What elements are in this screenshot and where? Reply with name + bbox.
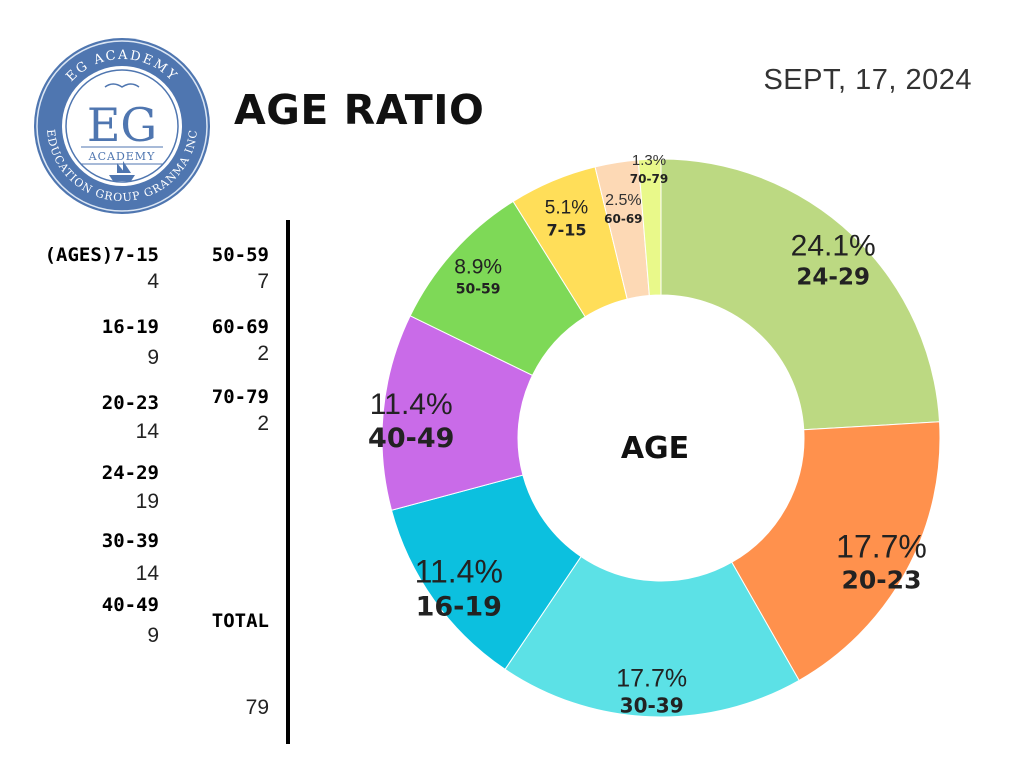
slice-category-label: 16-19 — [416, 591, 502, 622]
table-value: 9 — [147, 346, 159, 369]
slice-percent-label: 2.5% — [605, 192, 641, 209]
donut-slice-24-29 — [660, 158, 941, 431]
slice-category-label: 60-69 — [604, 212, 642, 226]
table-label: 40-49 — [101, 594, 159, 616]
table-label: 50-59 — [211, 244, 269, 266]
slice-percent-label: 1.3% — [632, 152, 666, 169]
table-label: 70-79 — [211, 386, 269, 408]
logo-subtitle: ACADEMY — [88, 150, 156, 163]
table-value: 4 — [147, 270, 159, 293]
table-label: (AGES)7-15 — [44, 244, 159, 266]
table-value: 14 — [135, 562, 159, 585]
slice-percent-label: 11.4% — [415, 553, 503, 589]
table-value: 2 — [257, 412, 269, 435]
slice-category-label: 30-39 — [620, 693, 684, 717]
slice-category-label: 70-79 — [630, 172, 668, 186]
table-divider — [286, 220, 290, 744]
slice-category-label: 40-49 — [368, 423, 454, 454]
slice-category-label: 50-59 — [456, 281, 501, 297]
slice-category-label: 24-29 — [796, 264, 870, 290]
donut-slice-70-79 — [637, 158, 662, 297]
table-label: 16-19 — [101, 316, 159, 338]
table-label: 20-23 — [101, 392, 159, 414]
table-value: 19 — [135, 490, 159, 513]
total-label: TOTAL — [211, 610, 269, 632]
slice-percent-label: 5.1% — [545, 198, 588, 219]
slice-percent-label: 17.7% — [616, 664, 687, 692]
table-value: 9 — [147, 624, 159, 647]
total-value: 79 — [245, 696, 269, 719]
slice-percent-label: 8.9% — [454, 255, 502, 278]
donut-slice-30-39 — [504, 555, 800, 718]
slice-category-label: 20-23 — [842, 566, 922, 595]
slice-percent-label: 17.7% — [836, 529, 927, 565]
chart-center-label: AGE — [621, 431, 689, 466]
table-value: 14 — [135, 420, 159, 443]
table-label: 60-69 — [211, 316, 269, 338]
table-value: 2 — [257, 342, 269, 365]
page-title: AGE RATIO — [234, 86, 485, 134]
slice-category-label: 7-15 — [546, 221, 586, 240]
table-label: 24-29 — [101, 462, 159, 484]
table-value: 7 — [257, 270, 269, 293]
date-label: SEPT, 17, 2024 — [763, 64, 972, 96]
ship-icon — [109, 161, 135, 181]
ornament-icon — [104, 83, 140, 88]
slice-percent-label: 24.1% — [791, 229, 876, 262]
donut-slice-20-23 — [731, 421, 941, 682]
logo-initials: EG — [87, 98, 157, 152]
slice-percent-label: 11.4% — [370, 388, 453, 421]
table-label: 30-39 — [101, 530, 159, 552]
eg-academy-logo: EG ACADEMY EDUCATION GROUP GRANMA INC EG… — [34, 38, 210, 214]
